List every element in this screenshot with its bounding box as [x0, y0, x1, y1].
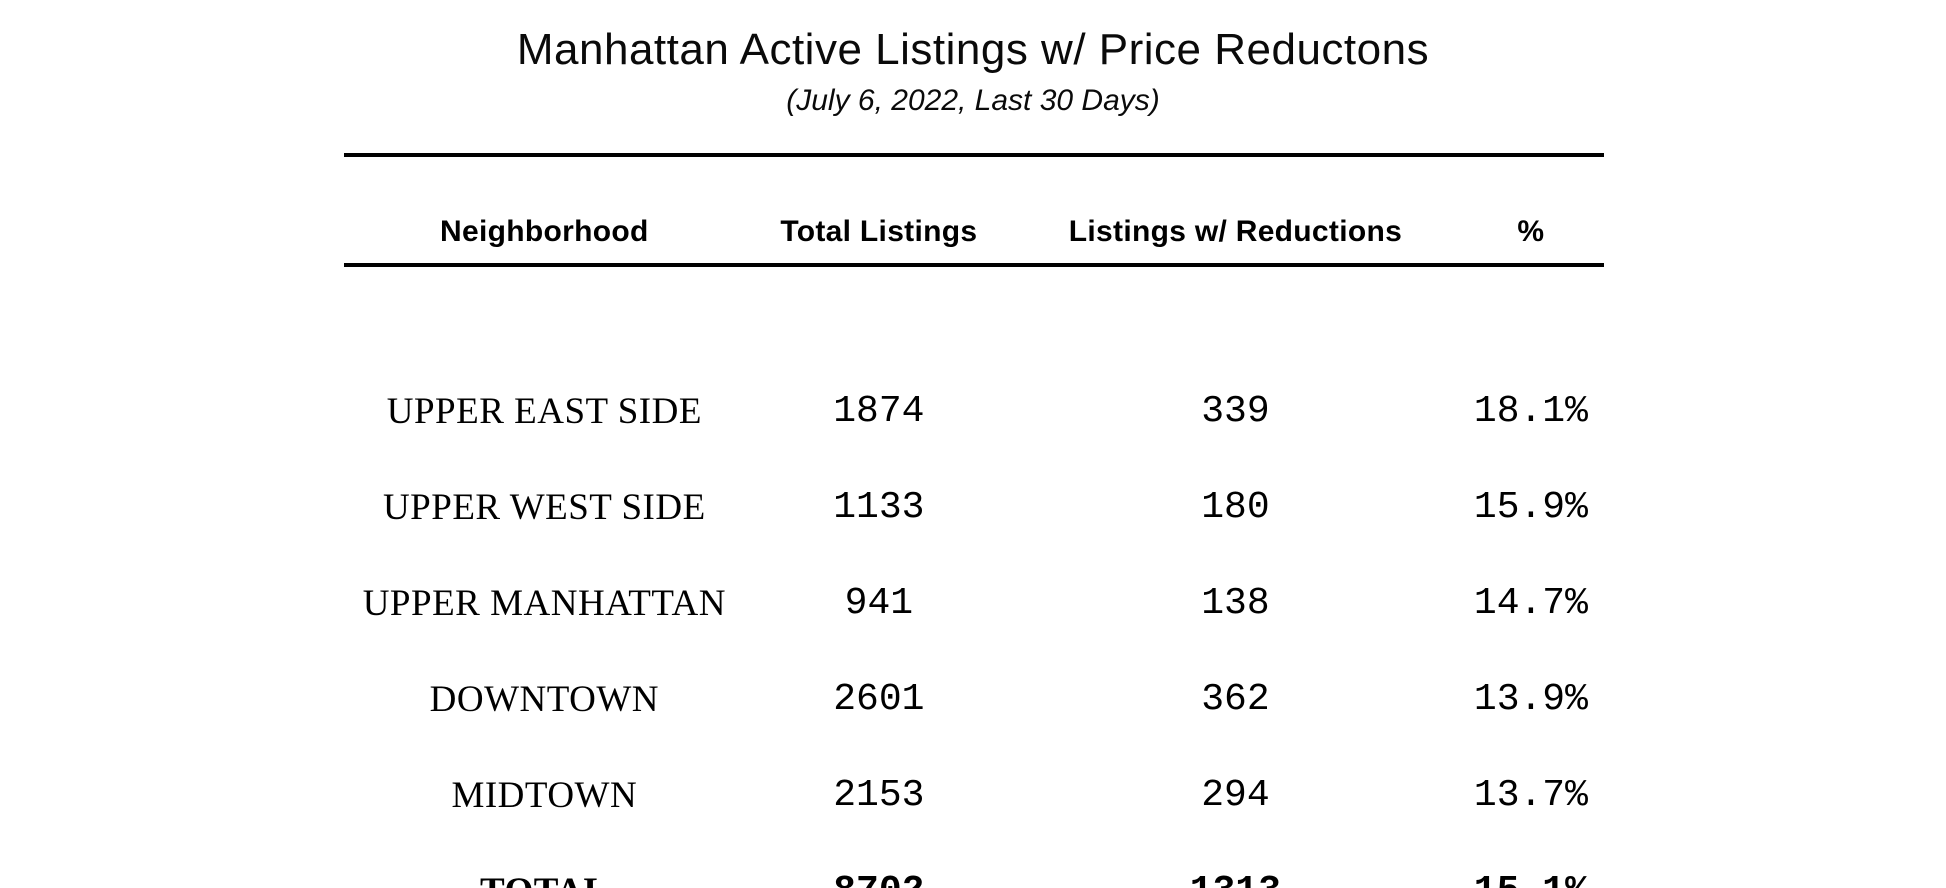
cell-percent: 14.7%: [1473, 581, 1588, 625]
header-row: Neighborhood Total Listings Listings w/ …: [344, 155, 1604, 267]
column-header-neighborhood: Neighborhood: [344, 155, 745, 267]
cell-total-label: TOTAL: [344, 843, 745, 888]
table-row: UPPER EAST SIDE 1874 339 18.1%: [344, 363, 1604, 459]
listings-table: Neighborhood Total Listings Listings w/ …: [344, 153, 1604, 888]
chart-subtitle: (July 6, 2022, Last 30 Days): [786, 84, 1160, 117]
cell-percent: 18.1%: [1473, 389, 1588, 433]
table-row: DOWNTOWN 2601 362 13.9%: [344, 651, 1604, 747]
cell-listings-w-reductions: 339: [1201, 389, 1270, 433]
cell-total-listings: 2153: [833, 773, 925, 817]
cell-total-listings: 1133: [833, 485, 925, 529]
cell-listings-w-reductions: 362: [1201, 677, 1270, 721]
cell-neighborhood: UPPER MANHATTAN: [362, 582, 726, 624]
cell-neighborhood: MIDTOWN: [451, 774, 638, 816]
cell-percent: 13.9%: [1473, 677, 1588, 721]
cell-percent: 15.9%: [1473, 485, 1588, 529]
cell-neighborhood: UPPER EAST SIDE: [386, 390, 702, 432]
table-row: MIDTOWN 2153 294 13.7%: [344, 747, 1604, 843]
table-row: UPPER MANHATTAN 941 138 14.7%: [344, 555, 1604, 651]
cell-total-listings-sum: 8702: [745, 843, 1013, 888]
cell-neighborhood: DOWNTOWN: [429, 678, 660, 720]
cell-total-listings: 1874: [833, 389, 925, 433]
cell-total-listings: 941: [844, 581, 914, 625]
cell-listings-w-reductions-sum: 1313: [1013, 843, 1458, 888]
column-header-percent: %: [1457, 155, 1604, 267]
total-row: TOTAL 8702 1313 15.1%: [344, 843, 1604, 888]
cell-neighborhood: UPPER WEST SIDE: [382, 486, 706, 528]
table-row: UPPER WEST SIDE 1133 180 15.9%: [344, 459, 1604, 555]
spacer-row: [344, 265, 1604, 363]
column-header-total-listings: Total Listings: [744, 155, 1014, 267]
cell-listings-w-reductions: 180: [1201, 485, 1270, 529]
table-container: Neighborhood Total Listings Listings w/ …: [344, 153, 1604, 888]
cell-listings-w-reductions: 138: [1201, 581, 1270, 625]
cell-total-listings: 2601: [833, 677, 925, 721]
cell-percent: 13.7%: [1473, 773, 1588, 817]
chart-title: Manhattan Active Listings w/ Price Reduc…: [516, 25, 1430, 74]
cell-percent-total: 15.1%: [1458, 843, 1604, 888]
cell-listings-w-reductions: 294: [1201, 773, 1270, 817]
column-header-listings-w-reductions: Listings w/ Reductions: [1013, 155, 1458, 267]
